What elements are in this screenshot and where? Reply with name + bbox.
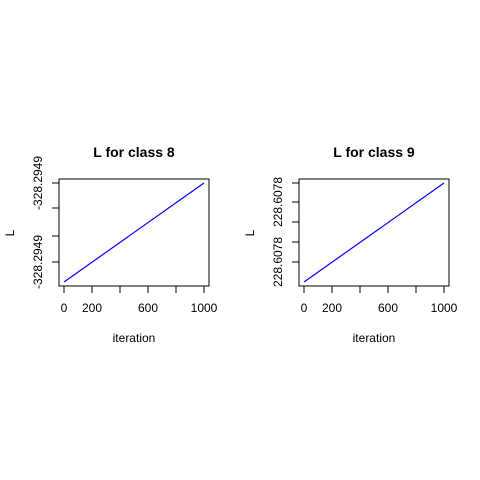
x-tick-label: 600 xyxy=(378,301,398,315)
x-axis: 0 200 600 1000 xyxy=(61,285,218,315)
x-tick-label: 200 xyxy=(82,301,102,315)
x-axis-label: iteration xyxy=(353,331,396,345)
y-tick-label: 228.6078 xyxy=(271,237,285,287)
chart-panel-class-9: L for class 9 0 200 600 1000 iteration 2… xyxy=(243,144,458,345)
plot-lines xyxy=(63,182,205,283)
x-tick-label: 1000 xyxy=(431,301,458,315)
y-axis: -328.2949 -328.2949 xyxy=(31,156,60,289)
x-tick-label: 1000 xyxy=(191,301,218,315)
x-tick-label: 600 xyxy=(138,301,158,315)
x-tick-label: 0 xyxy=(301,301,308,315)
y-axis-label: L xyxy=(243,229,257,236)
x-axis-label: iteration xyxy=(113,331,156,345)
y-tick-label: 228.6078 xyxy=(271,177,285,227)
series-line xyxy=(63,182,205,283)
chart-title: L for class 9 xyxy=(333,144,415,160)
y-axis: 228.6078 228.6078 xyxy=(271,177,300,287)
x-tick-label: 200 xyxy=(322,301,342,315)
chart-title: L for class 8 xyxy=(93,144,175,160)
y-tick-label: -328.2949 xyxy=(31,156,45,210)
x-tick-label: 0 xyxy=(61,301,68,315)
y-axis-label: L xyxy=(3,229,17,236)
plot-lines xyxy=(303,182,445,283)
series-line xyxy=(303,182,445,283)
y-tick-label: -328.2949 xyxy=(31,235,45,289)
chart-panel-class-8: L for class 8 0 200 600 1000 iteration -… xyxy=(3,144,218,345)
x-axis: 0 200 600 1000 xyxy=(301,285,458,315)
